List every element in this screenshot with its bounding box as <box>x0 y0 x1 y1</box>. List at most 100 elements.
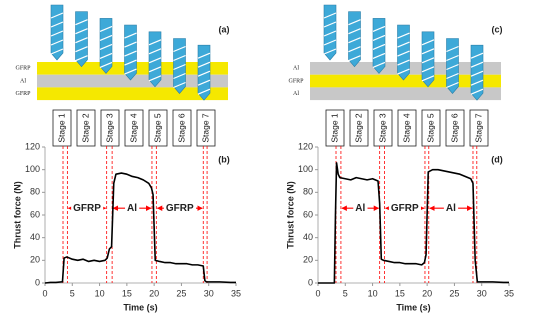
y-axis-label: Thrust force (N) <box>12 181 22 249</box>
x-tick-label: 5 <box>343 288 348 298</box>
y-tick-label: 80 <box>303 187 313 197</box>
drill-flute <box>348 55 361 62</box>
stage-label: Stage 5 <box>425 113 435 143</box>
layer-label: Al <box>293 91 299 97</box>
stage-box <box>148 109 168 147</box>
drill-flute <box>372 25 386 32</box>
drill-flute <box>50 48 64 55</box>
x-tick-label: 25 <box>449 288 459 298</box>
stage-label: Stage 6 <box>176 113 186 143</box>
drill <box>124 24 137 81</box>
drill <box>173 38 186 94</box>
drill-flute <box>446 63 459 71</box>
x-tick-label: 20 <box>149 288 159 298</box>
y-tick-label: 40 <box>30 232 40 242</box>
drill-flute <box>348 28 361 35</box>
drill-flute <box>446 72 459 80</box>
y-axis-label: Thrust force (N) <box>285 181 295 249</box>
stage-box <box>397 109 417 147</box>
drill <box>397 24 410 81</box>
x-axis-label: Time (s) <box>123 302 157 312</box>
y-tick-label: 120 <box>25 141 40 151</box>
y-tick-label: 60 <box>303 209 313 219</box>
region-label-bg <box>125 202 140 214</box>
region-label-bg <box>353 202 368 214</box>
region-label-bg <box>71 202 104 214</box>
drill <box>148 31 162 88</box>
drill-flute <box>323 21 337 28</box>
drill-flute <box>323 48 337 55</box>
drill-flute <box>75 46 88 53</box>
region-label: GFRP <box>73 203 101 214</box>
drill-flute <box>50 21 64 28</box>
drill-flute <box>397 59 410 66</box>
drill-flute <box>470 61 484 68</box>
region-label: GFRP <box>391 203 419 214</box>
stage-box <box>172 109 192 147</box>
region-label: Al <box>355 203 365 214</box>
x-tick-label: 10 <box>95 288 105 298</box>
x-tick-label: 0 <box>42 288 47 298</box>
stage-label: Stage 6 <box>449 113 459 143</box>
drill-flute <box>148 66 162 73</box>
x-tick-label: 10 <box>368 288 378 298</box>
drill-flute <box>348 19 361 26</box>
force-line <box>318 162 509 284</box>
drill-flute <box>75 37 88 44</box>
drill-flute <box>372 43 386 50</box>
drill-flute <box>470 70 484 77</box>
drill-flute <box>173 81 186 89</box>
stage-label: Stage 3 <box>104 113 114 143</box>
drill-flute <box>50 30 64 37</box>
drill-flute <box>470 88 484 95</box>
stage-box <box>469 109 489 147</box>
layer-label: Al <box>20 78 26 84</box>
drill <box>421 31 435 88</box>
drill <box>197 44 211 101</box>
x-tick-label: 20 <box>422 288 432 298</box>
drill-flute <box>372 61 386 68</box>
drill-flute <box>99 61 113 68</box>
panel-label: (d) <box>491 154 503 164</box>
force-line <box>44 172 236 284</box>
x-tick-label: 30 <box>477 288 487 298</box>
drill-flute <box>397 32 410 39</box>
x-tick-label: 35 <box>231 288 241 298</box>
panel-label: (b) <box>218 154 230 164</box>
drill-flute <box>372 34 386 41</box>
drill <box>75 11 88 68</box>
stage-label: Stage 1 <box>56 113 66 143</box>
drill-flute <box>75 55 88 62</box>
drill-flute <box>372 52 386 59</box>
drill-flute <box>173 45 186 53</box>
drill-flute <box>124 50 137 57</box>
drill-flute <box>197 61 211 68</box>
drill <box>470 44 484 101</box>
y-tick-label: 20 <box>303 255 313 265</box>
drill-flute <box>197 70 211 77</box>
drill-flute <box>75 19 88 26</box>
drill <box>50 4 64 61</box>
stage-box <box>373 109 393 147</box>
drill-flute <box>197 52 211 59</box>
drill-flute <box>323 30 337 37</box>
drill-flute <box>75 28 88 35</box>
drill-flute <box>124 68 137 75</box>
layer-label: GFRP <box>15 91 31 97</box>
x-tick-label: 15 <box>395 288 405 298</box>
stage-label: Stage 7 <box>473 113 483 143</box>
region-label: Al <box>127 203 137 214</box>
drill-flute <box>99 25 113 32</box>
drill-flute <box>348 37 361 44</box>
layer-label: GFRP <box>15 66 31 72</box>
drill-flute <box>446 81 459 89</box>
y-tick-label: 100 <box>25 164 40 174</box>
drill-flute <box>446 54 459 62</box>
drill-flute <box>173 63 186 71</box>
region-label: Al <box>446 203 456 214</box>
drill-flute <box>99 43 113 50</box>
stage-label: Stage 7 <box>200 113 210 143</box>
drill-flute <box>197 79 211 86</box>
drill-flute <box>99 34 113 41</box>
drill-flute <box>173 54 186 62</box>
